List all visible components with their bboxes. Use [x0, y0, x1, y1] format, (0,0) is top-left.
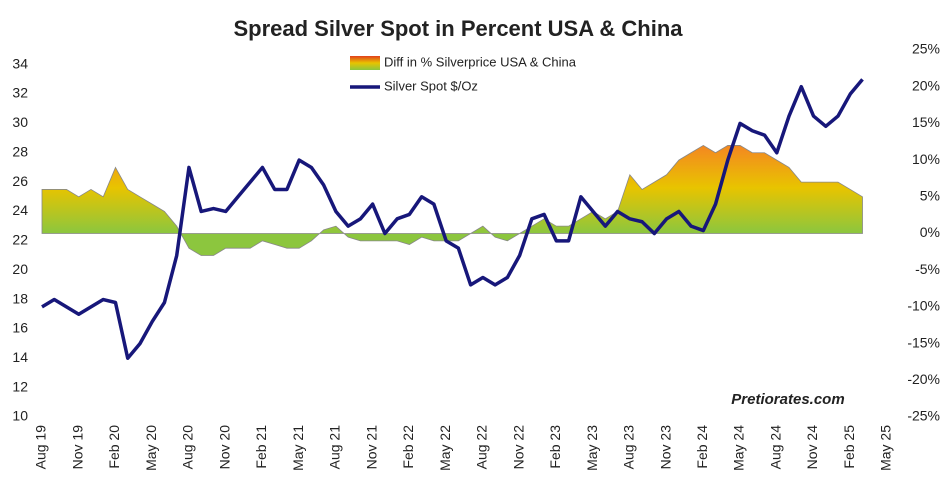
- y2-tick-label: -20%: [907, 371, 940, 387]
- x-tick-label: May 22: [437, 425, 453, 471]
- x-tick-label: May 23: [584, 425, 600, 471]
- legend-label: Diff in % Silverprice USA & China: [384, 54, 577, 69]
- y2-tick-label: -10%: [907, 298, 940, 314]
- x-tick-label: May 24: [731, 425, 747, 471]
- y2-tick-label: -15%: [907, 334, 940, 350]
- x-tick-label: Nov 24: [804, 425, 820, 470]
- x-tick-label: Aug 21: [327, 425, 343, 470]
- x-tick-label: Aug 23: [621, 425, 637, 470]
- y2-tick-label: 25%: [912, 41, 940, 57]
- x-tick-label: Feb 24: [694, 425, 710, 469]
- y-tick-label: 14: [12, 349, 28, 365]
- y-tick-label: 30: [12, 114, 28, 130]
- x-tick-label: Nov 21: [363, 425, 379, 470]
- y2-tick-label: 0%: [920, 224, 940, 240]
- y-tick-label: 28: [12, 143, 28, 159]
- x-tick-label: Aug 22: [474, 425, 490, 470]
- y2-tick-label: 20%: [912, 77, 940, 93]
- x-tick-label: Feb 23: [547, 425, 563, 469]
- x-tick-label: Feb 21: [253, 425, 269, 469]
- watermark: Pretiorates.com: [731, 391, 844, 408]
- y2-tick-label: 5%: [920, 188, 940, 204]
- x-tick-label: Aug 20: [180, 425, 196, 470]
- area: [41, 144, 863, 256]
- y-tick-label: 22: [12, 232, 28, 248]
- x-tick-label: May 21: [290, 425, 306, 471]
- y-tick-label: 26: [12, 173, 28, 189]
- x-tick-label: Feb 22: [400, 425, 416, 469]
- x-tick-label: Nov 19: [69, 425, 85, 470]
- chart-title: Spread Silver Spot in Percent USA & Chin…: [233, 16, 683, 41]
- x-tick-label: May 25: [878, 425, 894, 471]
- y-tick-label: 32: [12, 85, 28, 101]
- y-tick-label: 18: [12, 290, 28, 306]
- y2-tick-label: -5%: [915, 261, 940, 277]
- x-tick-label: Aug 24: [767, 425, 783, 470]
- y-tick-label: 10: [12, 408, 28, 424]
- x-tick-label: Nov 22: [510, 425, 526, 470]
- x-tick-label: Aug 19: [33, 425, 49, 470]
- x-tick-label: Feb 20: [106, 425, 122, 469]
- y2-tick-label: 10%: [912, 151, 940, 167]
- x-tick-label: May 20: [143, 425, 159, 471]
- y-tick-label: 12: [12, 378, 28, 394]
- y-tick-label: 16: [12, 320, 28, 336]
- line: [41, 78, 864, 361]
- y2-tick-label: -25%: [907, 408, 940, 424]
- y-tick-label: 20: [12, 261, 28, 277]
- legend-label: Silver Spot $/Oz: [384, 78, 478, 93]
- x-tick-label: Nov 20: [216, 425, 232, 470]
- y-tick-label: 24: [12, 202, 28, 218]
- x-tick-label: Feb 25: [841, 425, 857, 469]
- legend-swatch: [350, 56, 380, 70]
- x-tick-label: Nov 23: [657, 425, 673, 470]
- y-tick-label: 34: [12, 55, 28, 71]
- y2-tick-label: 15%: [912, 114, 940, 130]
